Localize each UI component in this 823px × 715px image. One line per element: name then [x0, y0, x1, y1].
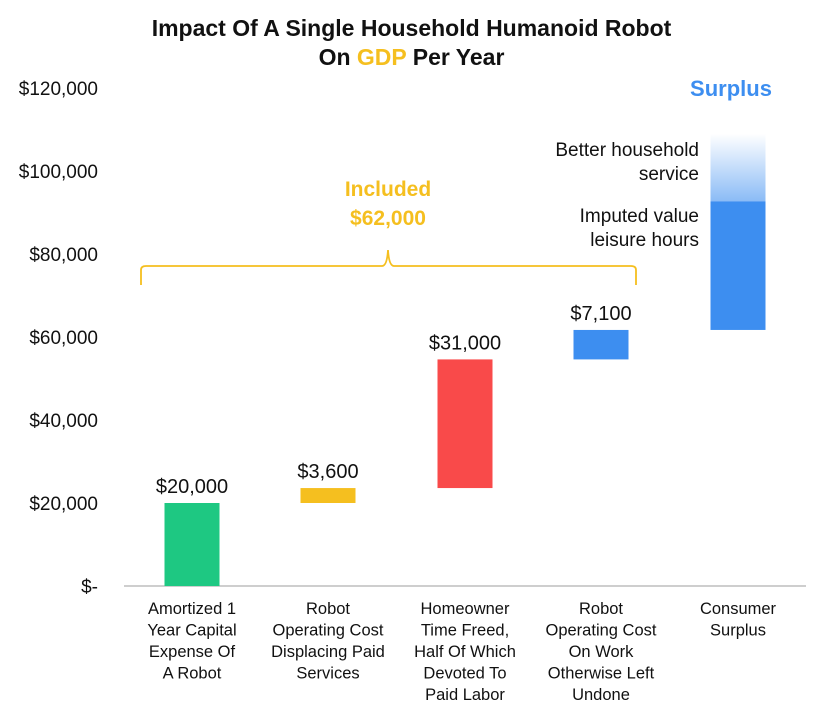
title-line2-suffix: Per Year — [406, 44, 505, 70]
chart-title-line-1: Impact Of A Single Household Humanoid Ro… — [151, 15, 672, 41]
category-label: Consumer Surplus — [700, 600, 777, 640]
chart-title: Impact Of A Single Household Humanoid Ro… — [0, 14, 823, 72]
category-label: Robot Operating Cost On Work Otherwise Left… — [546, 600, 657, 704]
y-tick-label: $100,000 — [19, 162, 98, 183]
surplus-annotation-line: leisure hours — [590, 230, 699, 251]
category-label: Homeowner Time Freed, Half Of Which Devoted… — [414, 600, 516, 704]
category-label: Robot Operating Cost Displacing Paid Servic… — [271, 600, 385, 683]
category-label-line: Time Freed, — [421, 622, 509, 640]
surplus-annotation-line: service — [639, 164, 699, 185]
y-tick-label: $20,000 — [29, 494, 98, 515]
data-label: $7,100 — [570, 303, 631, 325]
category-label-line: Displacing Paid — [271, 643, 385, 661]
included-value: $62,000 — [350, 207, 426, 230]
surplus-annotation-line: Imputed value — [580, 206, 699, 227]
category-label-line: Undone — [572, 686, 630, 704]
surplus-annotation-line: Better household — [555, 140, 699, 161]
y-tick-label: $- — [81, 577, 98, 598]
surplus-annotation: Better household service — [555, 140, 699, 185]
category-label-line: Half Of Which — [414, 643, 516, 661]
category-label-line: Expense Of — [149, 643, 236, 661]
data-label: $3,600 — [297, 461, 358, 483]
bar — [164, 503, 220, 586]
bar — [300, 488, 356, 503]
included-label: Included — [345, 178, 431, 201]
category-label-line: Amortized 1 — [148, 600, 236, 618]
category-label-line: Operating Cost — [273, 622, 384, 640]
category-label-line: Services — [296, 665, 359, 683]
category-label-line: Surplus — [710, 622, 766, 640]
bar-gradient-segment — [710, 133, 766, 202]
included-bracket — [140, 249, 637, 285]
data-label: $20,000 — [156, 476, 228, 498]
data-label: $31,000 — [429, 332, 501, 354]
category-label: Amortized 1 Year Capital Expense Of A Robot — [147, 600, 236, 683]
bar — [573, 329, 629, 360]
y-tick-label: $40,000 — [29, 411, 98, 432]
category-label-line: Robot — [306, 600, 350, 618]
title-gdp-highlight: GDP — [356, 44, 407, 70]
category-label-line: Otherwise Left — [548, 665, 655, 683]
category-label-line: Year Capital — [147, 622, 236, 640]
category-label-line: Consumer — [700, 600, 777, 618]
title-line2-prefix: On — [318, 44, 357, 70]
category-label-line: Devoted To — [423, 665, 506, 683]
category-label-line: Homeowner — [421, 600, 510, 618]
bar — [710, 201, 766, 330]
category-label-line: On Work — [569, 643, 635, 661]
y-tick-label: $120,000 — [19, 79, 98, 100]
category-label-line: Operating Cost — [546, 622, 657, 640]
chart-title-line-2: On GDP Per Year — [0, 43, 823, 72]
bar — [437, 359, 493, 489]
y-tick-label: $80,000 — [29, 245, 98, 266]
surplus-title: Surplus — [690, 76, 772, 101]
surplus-annotation: Imputed value leisure hours — [580, 206, 699, 251]
category-label-line: Robot — [579, 600, 623, 618]
category-label-line: Paid Labor — [425, 686, 505, 704]
category-label-line: A Robot — [163, 665, 222, 683]
y-tick-label: $60,000 — [29, 328, 98, 349]
